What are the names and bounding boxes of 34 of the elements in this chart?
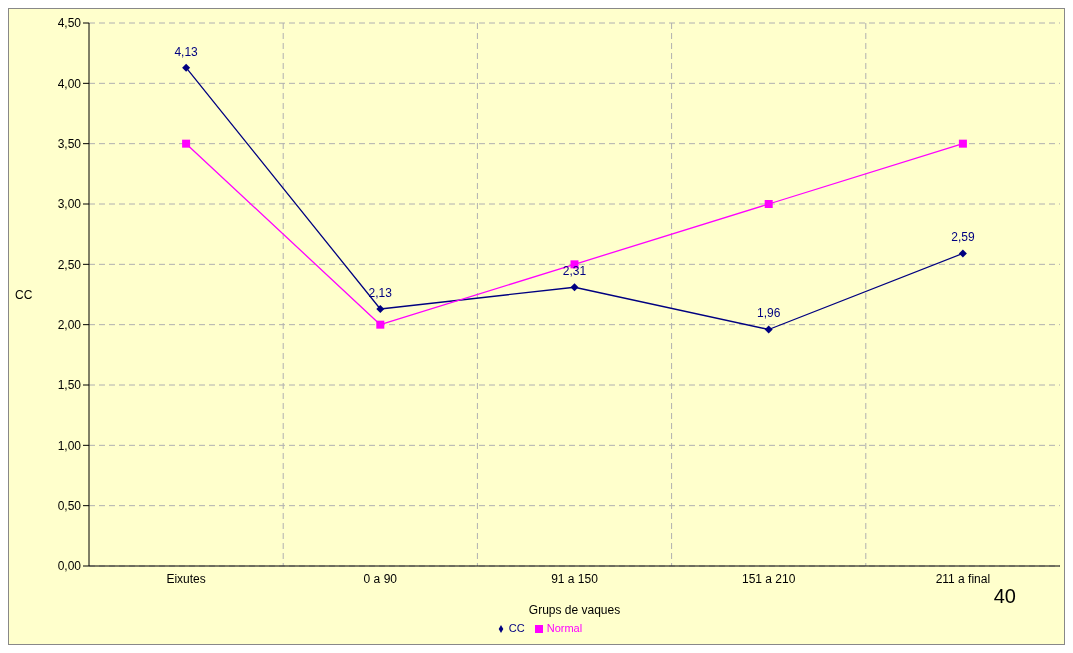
legend-label: CC bbox=[508, 622, 525, 634]
legend-label: Normal bbox=[546, 622, 583, 634]
y-tick-label: 3,00 bbox=[57, 197, 82, 212]
point bbox=[376, 304, 385, 313]
x-axis-title: Grups de vaques bbox=[528, 603, 621, 617]
x-tick-label: Eixutes bbox=[166, 571, 206, 586]
x-tick-label: 151 a 210 bbox=[742, 571, 796, 586]
y-tick-label: 3,50 bbox=[57, 136, 82, 151]
y-tick-label: 1,50 bbox=[57, 378, 82, 393]
y-tick-label: 2,50 bbox=[57, 257, 82, 272]
data-label: 2,59 bbox=[951, 230, 975, 245]
point bbox=[958, 139, 967, 148]
data-label: 1,96 bbox=[757, 306, 781, 321]
point bbox=[182, 63, 191, 72]
data-label: 4,13 bbox=[174, 44, 199, 59]
x-tick-label: 211 a final bbox=[935, 571, 991, 586]
point bbox=[764, 325, 773, 334]
y-tick-label: 2,00 bbox=[57, 317, 82, 332]
data-label: 2,31 bbox=[562, 264, 587, 279]
point bbox=[376, 320, 385, 329]
y-tick-label: 1,00 bbox=[57, 438, 82, 453]
y-axis-title: CC bbox=[15, 287, 33, 302]
text: 40 bbox=[993, 585, 1016, 608]
point bbox=[182, 139, 191, 148]
x-tick-label: 0 a 90 bbox=[363, 571, 398, 586]
point bbox=[958, 249, 967, 258]
y-tick-label: 4,00 bbox=[57, 76, 82, 91]
y-tick-label: 4,50 bbox=[57, 16, 82, 31]
y-tick-label: 0,50 bbox=[57, 498, 82, 513]
y-tick-label: 0,00 bbox=[57, 559, 82, 574]
data-label: 2,13 bbox=[368, 285, 393, 300]
point bbox=[764, 200, 773, 208]
x-tick-label: 91 a 150 bbox=[551, 571, 599, 586]
point bbox=[570, 283, 579, 292]
